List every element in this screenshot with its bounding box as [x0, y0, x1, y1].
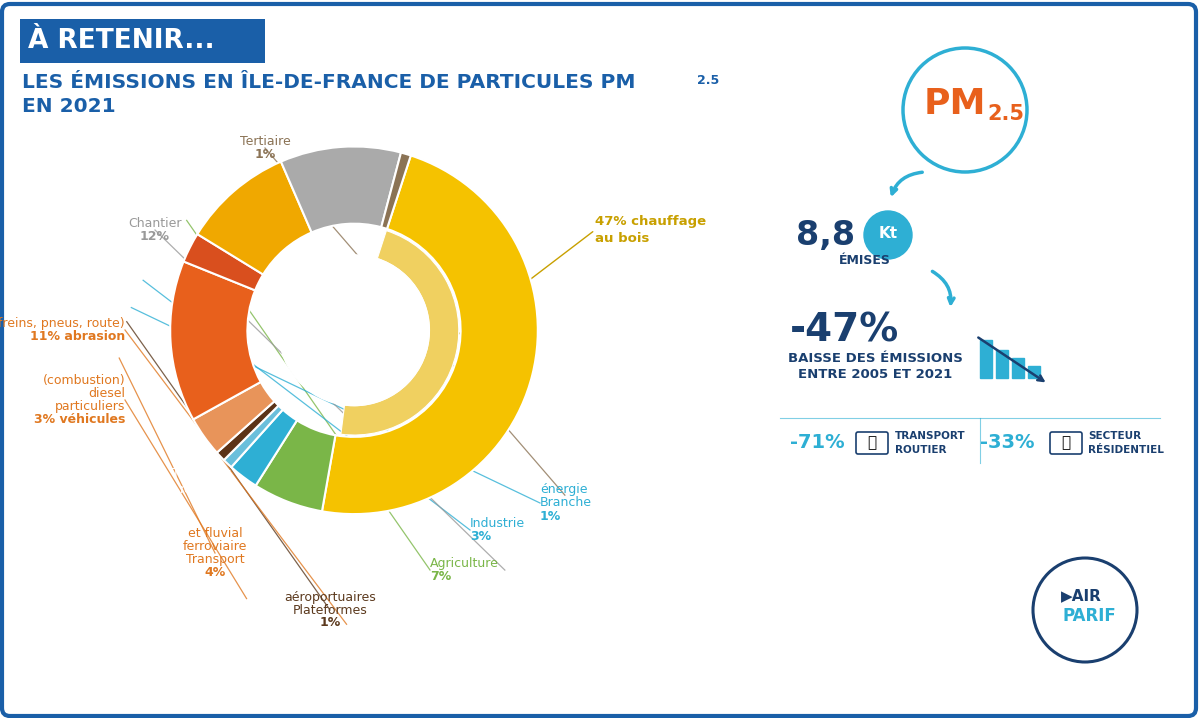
- Wedge shape: [184, 234, 263, 290]
- Circle shape: [278, 255, 430, 406]
- Text: 🏠: 🏠: [1062, 436, 1070, 450]
- Text: RÉSIDENTIEL: RÉSIDENTIEL: [1088, 445, 1164, 455]
- Bar: [1012, 358, 1024, 378]
- Text: LES ÉMISSIONS EN ÎLE-DE-FRANCE DE PARTICULES PM: LES ÉMISSIONS EN ÎLE-DE-FRANCE DE PARTIC…: [22, 73, 636, 91]
- Text: Tertiaire: Tertiaire: [240, 135, 290, 148]
- Text: Résidentiel: Résidentiel: [478, 317, 547, 330]
- Text: aéroportuaires: aéroportuaires: [284, 590, 376, 604]
- Text: particuliers: particuliers: [55, 400, 125, 413]
- FancyBboxPatch shape: [856, 432, 888, 454]
- Wedge shape: [170, 261, 260, 419]
- Text: 3%: 3%: [470, 530, 491, 543]
- Text: 1%: 1%: [540, 510, 562, 523]
- Text: -47%: -47%: [790, 311, 899, 349]
- Wedge shape: [382, 153, 410, 229]
- Text: ENTRE 2005 ET 2021: ENTRE 2005 ET 2021: [798, 368, 952, 381]
- Wedge shape: [281, 146, 401, 233]
- FancyBboxPatch shape: [20, 19, 265, 63]
- Text: 12%: 12%: [140, 230, 170, 243]
- Bar: [980, 340, 992, 378]
- Text: BAISSE DES ÉMISSIONS: BAISSE DES ÉMISSIONS: [787, 352, 962, 365]
- Text: 54%: 54%: [487, 294, 536, 314]
- Text: PARIF: PARIF: [1062, 607, 1116, 625]
- Text: Transport
routier: Transport routier: [172, 467, 230, 496]
- Text: (combustion): (combustion): [42, 374, 125, 387]
- Wedge shape: [197, 162, 312, 274]
- Bar: [1028, 366, 1040, 378]
- Text: (freins, pneus, route): (freins, pneus, route): [0, 317, 125, 330]
- Text: énergie: énergie: [540, 483, 588, 497]
- Text: Industrie: Industrie: [470, 517, 526, 530]
- FancyBboxPatch shape: [2, 4, 1196, 716]
- Text: SECTEUR: SECTEUR: [1088, 431, 1141, 441]
- Text: Chantier: Chantier: [128, 217, 181, 230]
- Wedge shape: [341, 230, 458, 435]
- Text: -33%: -33%: [980, 434, 1034, 452]
- Text: diesel: diesel: [88, 387, 125, 400]
- Text: EN 2021: EN 2021: [22, 96, 115, 116]
- Text: À RETENIR...: À RETENIR...: [28, 28, 215, 54]
- Wedge shape: [217, 401, 278, 460]
- Wedge shape: [224, 406, 283, 467]
- Text: Agriculture: Agriculture: [430, 557, 499, 570]
- Wedge shape: [193, 382, 275, 452]
- Text: ROUTIER: ROUTIER: [895, 445, 947, 455]
- Text: 7%: 7%: [430, 570, 451, 583]
- Text: ÉMISES: ÉMISES: [839, 253, 890, 266]
- Text: 16%: 16%: [180, 454, 222, 472]
- Text: Branche: Branche: [540, 497, 592, 510]
- Text: 11% abrasion: 11% abrasion: [30, 330, 125, 343]
- Text: 2.5: 2.5: [986, 104, 1024, 124]
- Wedge shape: [256, 420, 336, 511]
- Text: 4%: 4%: [204, 566, 226, 579]
- FancyBboxPatch shape: [1050, 432, 1082, 454]
- Text: ferroviaire: ferroviaire: [182, 540, 247, 553]
- Text: 47% chauffage
au bois: 47% chauffage au bois: [595, 215, 706, 245]
- Text: 1%: 1%: [319, 617, 341, 630]
- Wedge shape: [232, 410, 296, 485]
- Text: Kt: Kt: [878, 225, 898, 241]
- Text: TRANSPORT: TRANSPORT: [895, 431, 966, 441]
- Text: 1%: 1%: [254, 148, 276, 161]
- Text: ▶AIR: ▶AIR: [1061, 589, 1102, 604]
- Text: 🚗: 🚗: [868, 436, 876, 450]
- Text: Plateformes: Plateformes: [293, 604, 367, 617]
- Bar: [996, 350, 1008, 378]
- Text: -71%: -71%: [790, 434, 845, 452]
- Text: 8,8: 8,8: [796, 218, 854, 251]
- Text: Transport: Transport: [186, 553, 245, 566]
- Wedge shape: [322, 156, 538, 514]
- Text: et fluvial: et fluvial: [187, 527, 242, 540]
- Text: 2.5: 2.5: [697, 74, 719, 87]
- Text: PM: PM: [924, 87, 986, 121]
- Circle shape: [864, 211, 912, 259]
- Text: 3% véhicules: 3% véhicules: [34, 413, 125, 426]
